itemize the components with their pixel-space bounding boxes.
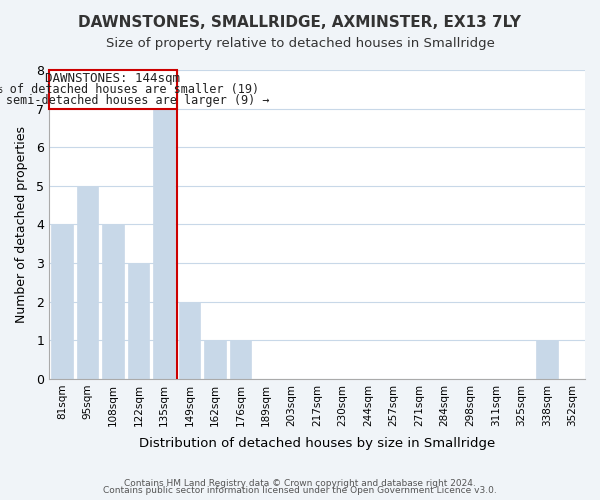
Text: Size of property relative to detached houses in Smallridge: Size of property relative to detached ho… [106,38,494,51]
Bar [102,224,124,379]
Y-axis label: Number of detached properties: Number of detached properties [15,126,28,323]
Text: Contains public sector information licensed under the Open Government Licence v3: Contains public sector information licen… [103,486,497,495]
Text: ← 66% of detached houses are smaller (19): ← 66% of detached houses are smaller (19… [0,83,259,96]
Bar [128,263,149,379]
Bar [179,302,200,379]
Text: DAWNSTONES, SMALLRIDGE, AXMINSTER, EX13 7LY: DAWNSTONES, SMALLRIDGE, AXMINSTER, EX13 … [79,15,521,30]
Bar [153,108,175,379]
Bar [204,340,226,379]
FancyBboxPatch shape [49,70,177,108]
Text: DAWNSTONES: 144sqm: DAWNSTONES: 144sqm [46,72,181,85]
Bar [536,340,557,379]
Bar [230,340,251,379]
Bar [77,186,98,379]
Bar [51,224,73,379]
Text: 31% of semi-detached houses are larger (9) →: 31% of semi-detached houses are larger (… [0,94,270,106]
Text: Contains HM Land Registry data © Crown copyright and database right 2024.: Contains HM Land Registry data © Crown c… [124,478,476,488]
X-axis label: Distribution of detached houses by size in Smallridge: Distribution of detached houses by size … [139,437,495,450]
